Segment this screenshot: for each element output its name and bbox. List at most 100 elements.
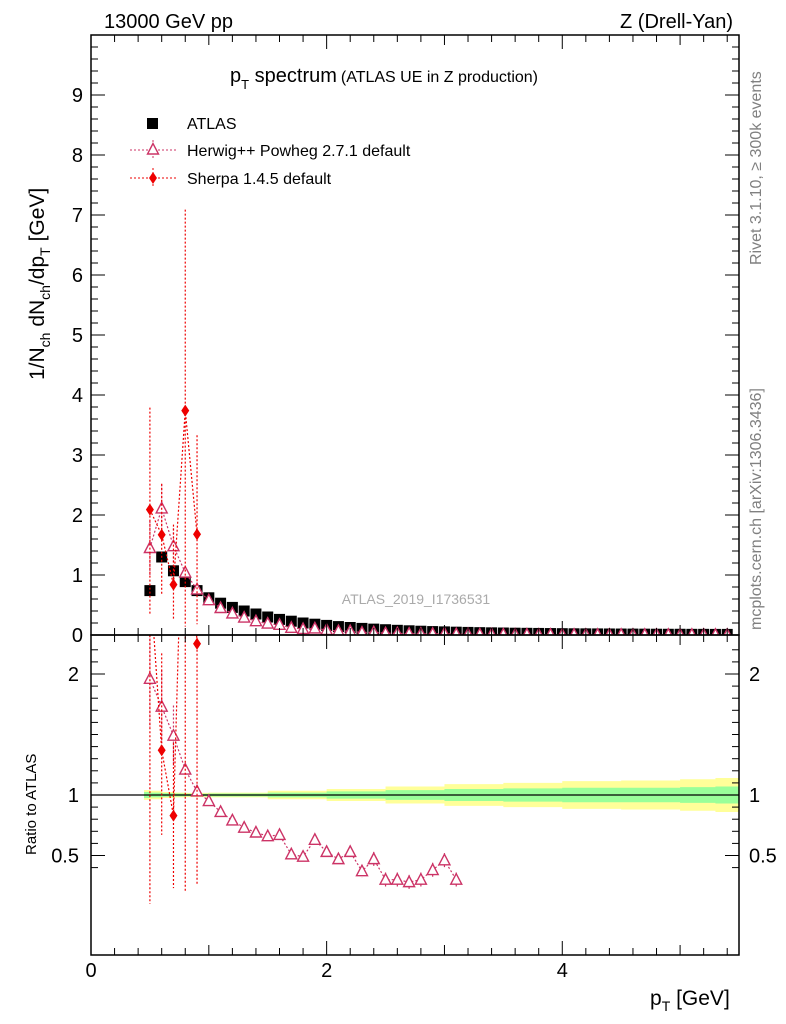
herwig-point [522,627,532,635]
herwig-ratio-point [426,862,440,876]
ratio-plot-data [143,635,463,904]
y-tick-label: 6 [72,265,83,287]
herwig-ratio-point [284,846,298,860]
process-label: Z (Drell-Yan) [620,11,733,33]
y-tick-label: 4 [72,385,83,407]
herwig-point [213,600,228,614]
y-tick-label: 0 [72,625,83,647]
herwig-point [451,626,461,635]
x-tick-label: 2 [321,960,332,982]
sherpa-ratio-point [193,637,202,650]
herwig-point [380,625,391,635]
herwig-point [475,626,485,635]
legend-entry-atlas: ATLAS [147,116,237,133]
herwig-point [284,620,298,633]
herwig-ratio-point [249,825,263,838]
herwig-point [178,565,192,578]
legend-label-herwig: Herwig++ Powheg 2.7.1 default [187,143,411,160]
sherpa-point [145,503,154,516]
herwig-point [225,605,240,619]
legend-label-sherpa: Sherpa 1.4.5 default [187,171,332,188]
herwig-ratio-point [449,872,463,885]
herwig-ratio-point [414,872,428,885]
herwig-ratio-point [225,812,240,826]
legend-label-atlas: ATLAS [187,116,237,133]
herwig-point [711,627,720,635]
sherpa-point [169,578,178,591]
legend-marker-atlas [147,118,158,129]
y-tick-label: 9 [72,85,83,107]
sherpa-point [157,528,166,541]
herwig-point [640,627,649,635]
ratio-y-tick-label-right: 2 [749,664,760,686]
ratio-y-tick-label: 2 [68,664,79,686]
herwig-ratio-point [378,872,393,885]
herwig-point [593,627,602,635]
y-tick-label: 7 [72,205,83,227]
herwig-point [687,627,696,635]
herwig-ratio-point [296,849,310,862]
herwig-point [546,627,555,635]
legend-entry-herwig: Herwig++ Powheg 2.7.1 default [130,140,411,160]
y-tick-label: 5 [72,325,83,347]
rivet-label: Rivet 3.1.10, ≥ 300k events [748,71,765,265]
herwig-point [261,616,275,629]
main-plot-data [143,209,733,635]
sherpa-point [193,528,202,541]
ratio-y-tick-label: 0.5 [51,846,79,868]
sherpa-point [181,404,190,417]
ratio-y-tick-label-right: 0.5 [749,846,777,868]
atlas-point [144,585,156,597]
sherpa-ratio-point [169,809,178,822]
y-tick-label: 3 [72,445,83,467]
herwig-point [356,625,368,635]
herwig-point [617,627,626,635]
herwig-ratio-point [261,828,275,842]
ratio-y-tick-label-right: 1 [749,785,760,807]
atlas-point [167,565,179,577]
herwig-ratio-point [308,832,322,845]
y-tick-label: 2 [72,505,83,527]
energy-label: 13000 GeV pp [104,11,233,33]
herwig-ratio-point [367,851,381,865]
herwig-ratio-point [272,827,287,841]
herwig-ratio-point [166,728,181,741]
y-tick-label: 8 [72,145,83,167]
plot-title: pT spectrum (ATLAS UE in Z production) [230,65,538,92]
herwig-ratio-point [390,872,404,885]
herwig-ratio-point [143,671,157,685]
legend-marker-herwig [146,141,160,155]
legend-marker-sherpa [149,172,157,184]
herwig-ratio-point [213,804,228,818]
herwig-point [202,592,216,606]
herwig-ratio-point [331,851,346,865]
herwig-ratio-point [437,852,452,866]
herwig-line [149,506,728,635]
sherpa-ratio-point [157,744,166,757]
legend-entry-sherpa: Sherpa 1.4.5 default [130,168,332,188]
herwig-point [569,627,579,635]
axes: 0 1 2 3 4 5 6 7 8 9 0 2 4 0.5 0.5 1 1 2 2 [51,35,777,982]
herwig-ratio-point [343,844,357,858]
herwig-ratio-point [319,844,334,858]
y-tick-label: 1 [72,565,83,587]
y-axis-title-main: 1/Nch dNch/dpT [GeV] [26,188,53,380]
herwig-point [499,626,508,635]
y-axis-title-ratio: Ratio to ATLAS [23,754,40,855]
herwig-ratio-point [402,874,416,888]
ratio-y-tick-label: 1 [68,785,79,807]
herwig-point [308,620,322,634]
herwig-point [428,626,438,635]
herwig-ratio-point [202,793,216,807]
x-tick-label: 4 [557,960,568,982]
herwig-point [249,613,263,627]
analysis-id-label: ATLAS_2019_I1736531 [342,591,491,607]
mcplots-label: mcplots.cern.ch [arXiv:1306.3436] [748,388,765,630]
herwig-point [143,540,157,554]
herwig-ratio-point [237,820,251,833]
x-axis-title: pT [GeV] [650,987,730,1014]
herwig-point [404,626,414,635]
x-tick-label: 0 [85,960,96,982]
herwig-point [664,627,673,635]
